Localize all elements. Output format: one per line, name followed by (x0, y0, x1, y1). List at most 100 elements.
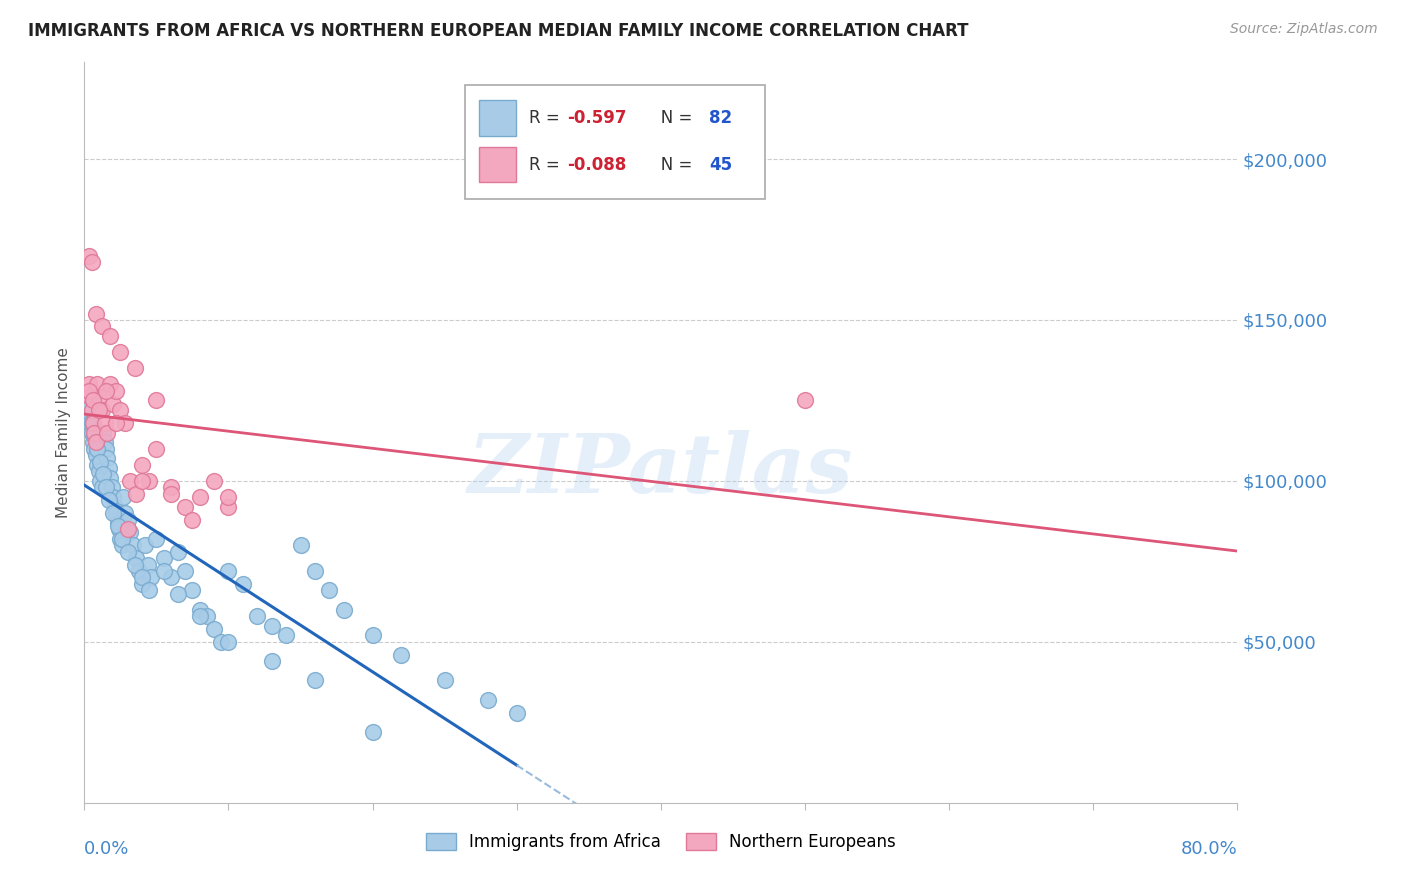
Point (84, 435, 107, 450)
Point (84, 306, 107, 320)
Point (260, 654, 283, 668)
Point (112, 490, 135, 504)
Point (145, 393, 167, 408)
Point (94, 384, 117, 398)
Point (103, 397, 124, 411)
Point (98, 377, 121, 392)
Point (86, 377, 108, 392)
Point (160, 570, 183, 584)
Point (361, 628, 384, 642)
Point (86, 458, 108, 472)
Point (94, 480, 117, 494)
Point (80, 416, 103, 430)
Point (188, 490, 211, 504)
Point (209, 635, 232, 649)
Point (131, 570, 153, 584)
Text: -0.597: -0.597 (568, 109, 627, 127)
Text: N =: N = (645, 109, 697, 127)
Point (80, 403, 103, 417)
Point (79, 390, 101, 404)
Point (145, 442, 167, 456)
Point (114, 506, 136, 520)
Point (304, 673, 326, 688)
Point (167, 586, 190, 600)
Point (218, 564, 240, 578)
Point (87, 390, 110, 404)
Point (290, 538, 312, 552)
Point (104, 500, 127, 514)
Point (188, 602, 211, 616)
Text: 82: 82 (709, 109, 733, 127)
Point (117, 522, 139, 536)
Point (174, 500, 197, 514)
Point (304, 564, 326, 578)
FancyBboxPatch shape (478, 100, 516, 136)
Point (79, 416, 101, 430)
Point (111, 538, 134, 552)
Point (84, 448, 107, 462)
Point (218, 635, 240, 649)
Point (93, 416, 115, 430)
Point (124, 558, 146, 572)
Point (131, 474, 153, 488)
Point (94, 442, 117, 456)
Point (202, 474, 225, 488)
Point (77, 409, 100, 424)
Point (87, 403, 110, 417)
Text: R =: R = (530, 109, 565, 127)
Point (218, 500, 240, 514)
Point (96, 451, 118, 466)
Point (138, 474, 160, 488)
Point (90, 319, 112, 334)
Point (107, 516, 129, 530)
Point (105, 416, 128, 430)
Point (120, 474, 142, 488)
Point (110, 403, 132, 417)
Point (103, 490, 124, 504)
Point (181, 583, 204, 598)
Point (134, 538, 156, 552)
Point (138, 583, 160, 598)
Point (89, 474, 111, 488)
Point (97, 493, 120, 508)
Point (115, 522, 138, 536)
Point (195, 609, 218, 624)
Point (128, 564, 150, 578)
Y-axis label: Median Family Income: Median Family Income (56, 347, 72, 518)
Point (246, 609, 269, 624)
Point (105, 506, 128, 520)
FancyBboxPatch shape (478, 147, 516, 182)
Point (139, 570, 162, 584)
Text: N =: N = (645, 155, 697, 174)
Point (77, 384, 100, 398)
Point (145, 532, 167, 546)
Point (93, 435, 115, 450)
Point (90, 403, 112, 417)
Text: -0.088: -0.088 (568, 155, 627, 174)
Point (103, 506, 124, 520)
Point (105, 384, 128, 398)
Point (188, 609, 211, 624)
Point (110, 345, 132, 359)
Point (117, 512, 139, 526)
Point (83, 429, 105, 443)
Text: R =: R = (530, 155, 565, 174)
Point (108, 522, 131, 536)
Point (83, 442, 105, 456)
Point (202, 622, 225, 636)
Point (160, 487, 183, 501)
Point (131, 458, 153, 472)
Point (318, 583, 340, 598)
Point (131, 577, 153, 591)
Point (174, 564, 197, 578)
Point (86, 442, 108, 456)
Point (80, 425, 103, 440)
Point (77, 377, 100, 392)
Point (91, 425, 114, 440)
Text: Source: ZipAtlas.com: Source: ZipAtlas.com (1230, 22, 1378, 37)
Point (82, 393, 104, 408)
Point (83, 425, 105, 440)
Point (433, 673, 456, 688)
Point (218, 490, 240, 504)
Point (794, 393, 817, 408)
